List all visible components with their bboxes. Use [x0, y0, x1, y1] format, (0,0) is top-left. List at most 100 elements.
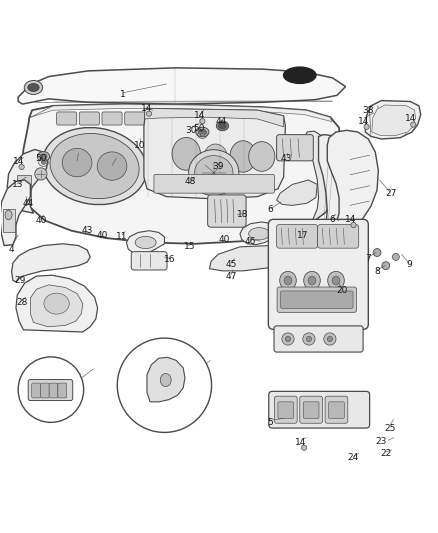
Ellipse shape [306, 336, 311, 342]
Ellipse shape [28, 84, 39, 92]
Polygon shape [7, 149, 48, 213]
Ellipse shape [282, 333, 294, 345]
FancyBboxPatch shape [268, 220, 368, 329]
Text: 44: 44 [22, 199, 33, 208]
Text: 19: 19 [51, 386, 62, 395]
Bar [3, 209, 15, 231]
Ellipse shape [392, 253, 399, 261]
FancyBboxPatch shape [79, 112, 99, 125]
Text: 14: 14 [358, 117, 370, 126]
FancyBboxPatch shape [303, 402, 319, 418]
Text: 46: 46 [245, 237, 256, 246]
Ellipse shape [50, 133, 139, 199]
Polygon shape [21, 104, 340, 244]
Ellipse shape [97, 152, 127, 180]
Ellipse shape [196, 127, 209, 137]
Ellipse shape [147, 111, 152, 116]
FancyBboxPatch shape [318, 224, 359, 248]
Text: 8: 8 [374, 267, 380, 276]
Text: 14: 14 [141, 104, 153, 113]
Ellipse shape [198, 129, 206, 135]
Text: 27: 27 [386, 189, 397, 198]
Polygon shape [147, 357, 185, 402]
Ellipse shape [411, 122, 416, 127]
FancyBboxPatch shape [328, 402, 344, 418]
Text: 5: 5 [268, 418, 273, 427]
Text: 38: 38 [363, 106, 374, 115]
Text: 17: 17 [297, 231, 309, 239]
Ellipse shape [303, 333, 315, 345]
FancyBboxPatch shape [125, 112, 145, 125]
FancyBboxPatch shape [49, 383, 58, 398]
Text: 16: 16 [164, 255, 176, 264]
Ellipse shape [160, 374, 171, 386]
FancyBboxPatch shape [102, 112, 122, 125]
Ellipse shape [286, 336, 290, 342]
Ellipse shape [216, 121, 229, 131]
Text: 44: 44 [215, 117, 227, 126]
Ellipse shape [219, 123, 226, 129]
Ellipse shape [249, 142, 275, 171]
Text: 18: 18 [237, 211, 249, 220]
FancyBboxPatch shape [274, 326, 363, 352]
Polygon shape [145, 108, 284, 127]
Text: 29: 29 [14, 276, 26, 285]
Text: 47: 47 [226, 272, 237, 280]
Polygon shape [304, 131, 333, 225]
Polygon shape [12, 244, 90, 282]
Text: 50: 50 [35, 154, 46, 163]
FancyBboxPatch shape [277, 287, 357, 312]
Text: 28: 28 [16, 298, 27, 307]
Polygon shape [127, 231, 164, 254]
Text: 40: 40 [35, 216, 46, 225]
Text: 50: 50 [194, 125, 205, 133]
Polygon shape [0, 180, 30, 246]
FancyBboxPatch shape [277, 224, 318, 248]
Polygon shape [29, 104, 332, 122]
FancyBboxPatch shape [57, 112, 77, 125]
Text: 22: 22 [380, 449, 392, 458]
FancyBboxPatch shape [58, 383, 67, 398]
Ellipse shape [324, 333, 336, 345]
Ellipse shape [284, 276, 292, 285]
Text: 45: 45 [226, 260, 237, 269]
Polygon shape [209, 246, 288, 271]
Text: 23: 23 [376, 437, 387, 446]
Text: 30: 30 [185, 126, 196, 135]
Text: 6: 6 [268, 205, 273, 214]
Ellipse shape [24, 80, 42, 94]
Ellipse shape [382, 262, 390, 270]
Ellipse shape [135, 236, 156, 248]
Text: 24: 24 [348, 453, 359, 462]
Ellipse shape [204, 144, 227, 172]
Polygon shape [30, 285, 83, 327]
FancyBboxPatch shape [131, 252, 167, 270]
Text: 14: 14 [13, 157, 25, 166]
Polygon shape [16, 275, 98, 332]
Text: 7: 7 [365, 254, 371, 263]
FancyBboxPatch shape [275, 396, 297, 423]
Text: 9: 9 [406, 260, 412, 269]
Ellipse shape [230, 141, 256, 172]
Text: 14: 14 [194, 111, 205, 120]
FancyBboxPatch shape [325, 396, 348, 423]
FancyBboxPatch shape [269, 391, 370, 428]
Text: 14: 14 [405, 115, 416, 124]
FancyBboxPatch shape [208, 195, 246, 227]
Ellipse shape [19, 164, 24, 169]
Text: 14: 14 [345, 215, 357, 224]
Polygon shape [18, 68, 346, 104]
FancyBboxPatch shape [28, 379, 73, 400]
Ellipse shape [42, 127, 147, 205]
Ellipse shape [283, 67, 316, 84]
Text: 10: 10 [134, 141, 145, 150]
Ellipse shape [328, 271, 344, 289]
Text: 43: 43 [281, 154, 292, 163]
Ellipse shape [301, 445, 307, 450]
FancyBboxPatch shape [32, 383, 40, 398]
Text: 25: 25 [385, 424, 396, 433]
Ellipse shape [327, 336, 332, 342]
Ellipse shape [41, 161, 46, 164]
FancyBboxPatch shape [278, 402, 293, 418]
FancyBboxPatch shape [281, 291, 353, 309]
